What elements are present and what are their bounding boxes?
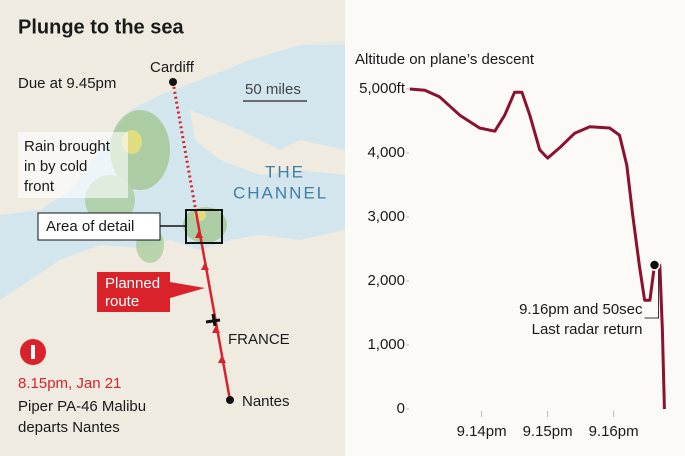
nantes-dot: [226, 396, 234, 404]
y-tick-label: 2,000: [367, 272, 405, 289]
country-label: FRANCE: [228, 331, 290, 348]
due-label: Due at 9.45pm: [18, 75, 116, 92]
y-tick-label: 3,000: [367, 208, 405, 225]
route-label: route: [105, 293, 139, 310]
city-label: Cardiff: [150, 59, 195, 76]
altitude-line: [409, 87, 666, 410]
chart-panel: [345, 0, 685, 456]
sea-label: CHANNEL: [233, 183, 328, 202]
y-tick-label: 1,000: [367, 336, 405, 353]
title: Plunge to the sea: [18, 16, 184, 38]
rain-label: Rain brought: [24, 138, 111, 155]
rain-label: in by cold: [24, 158, 87, 175]
scale-label: 50 miles: [245, 81, 301, 98]
x-tick-label: 9.15pm: [523, 423, 573, 440]
sea-label: THE: [265, 162, 305, 181]
event-icon-mark: [31, 345, 35, 359]
title-band: [0, 0, 345, 45]
y-tick-label: 0: [397, 400, 405, 417]
plane-label: Piper PA-46 Malibu: [18, 398, 146, 415]
y-tick-label: 4,000: [367, 144, 405, 161]
detail-label: Area of detail: [46, 218, 134, 235]
rain-label: front: [24, 178, 55, 195]
land-peninsula: [190, 110, 345, 175]
x-tick-label: 9.14pm: [457, 423, 507, 440]
route-label-box: [97, 272, 205, 312]
rain-label-box: [18, 132, 128, 198]
cardiff-dot: [169, 78, 177, 86]
chart: 0 1,000 2,000 3,000 4,000 5,000ft 9.14pm 9.15pm…: [359, 80, 666, 440]
y-tick-label: 5,000ft: [359, 80, 406, 97]
route-label: Planned: [105, 275, 160, 292]
annotation-label: 9.16pm and 50sec: [519, 301, 643, 318]
route-arrows: [195, 230, 226, 363]
land-france: [0, 230, 345, 456]
route-planned: [171, 81, 198, 213]
annotation-label: Last radar return: [532, 321, 643, 338]
x-tick-label: 9.16pm: [589, 423, 639, 440]
city-label: Nantes: [242, 393, 290, 410]
plane-icon: [205, 313, 221, 327]
chart-title: Altitude on plane’s descent: [355, 51, 535, 68]
departure-time: 8.15pm, Jan 21: [18, 375, 121, 392]
plane-label: departs Nantes: [18, 419, 120, 436]
last-radar-point: [648, 259, 661, 271]
detail-label-box: [37, 212, 161, 241]
